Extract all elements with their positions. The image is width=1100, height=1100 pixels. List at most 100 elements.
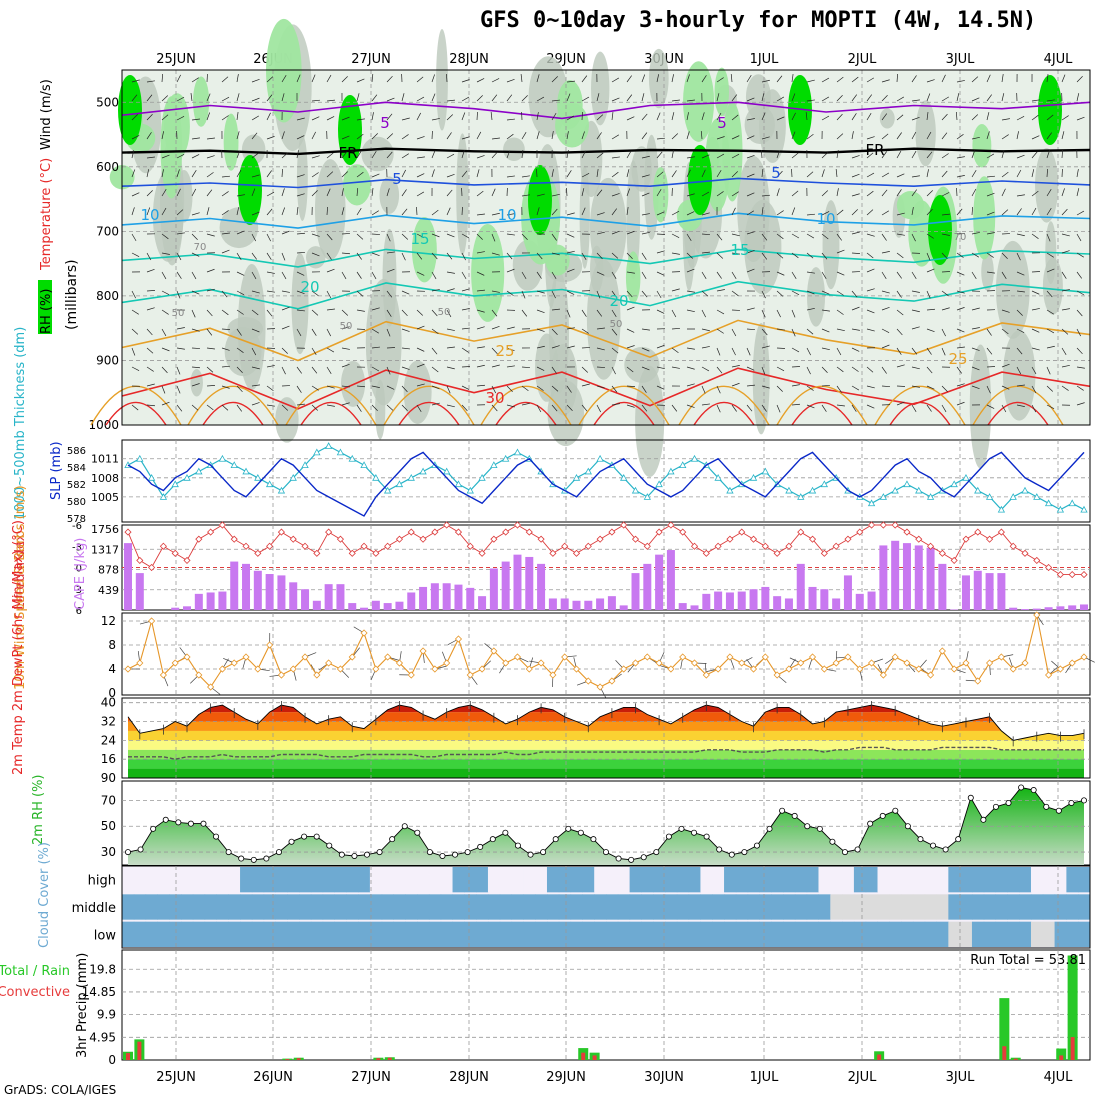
- cloud-cell: [405, 894, 418, 920]
- lifted-index-marker: [395, 535, 404, 543]
- wind-barb: [311, 74, 316, 83]
- wind-barb: [866, 404, 875, 409]
- wind-barb: [326, 99, 335, 102]
- wind-barb: [461, 404, 468, 412]
- cloud-cell: [287, 921, 300, 947]
- wind-barb: [716, 347, 721, 356]
- cloud-cell: [381, 894, 395, 920]
- wind-barb: [371, 133, 378, 140]
- wind-barb: [746, 268, 755, 273]
- rh-shade-light: [589, 177, 627, 278]
- wind-barb: [356, 271, 362, 279]
- wind-barb: [551, 252, 560, 256]
- cloud-cell: [865, 867, 879, 893]
- rh2m-marker: [1030, 787, 1037, 794]
- wind-barb: [236, 347, 244, 353]
- wind-barb: [281, 168, 283, 178]
- cloud-cell: [405, 921, 418, 947]
- wind-barb: [716, 289, 725, 292]
- wind-barb: [371, 252, 380, 257]
- wind-barb: [266, 170, 272, 178]
- wind-barb: [566, 93, 571, 102]
- wind-barb: [941, 153, 949, 159]
- wind-barb: [401, 134, 409, 140]
- cloud-cell: [806, 921, 819, 947]
- li-tick-label: -6: [72, 521, 82, 532]
- precip-conv-bar: [1070, 1037, 1075, 1060]
- wind-barb: [1076, 309, 1083, 317]
- wind-barb: [416, 173, 425, 178]
- wind-barb: [656, 271, 665, 276]
- wind-barb: [896, 401, 905, 406]
- wind-barb: [326, 308, 335, 311]
- wind-barb: [806, 213, 815, 216]
- cloud-cell: [712, 867, 725, 893]
- cloud-cell: [1078, 867, 1091, 893]
- wind-barb: [791, 309, 796, 318]
- wind-barb: [491, 151, 498, 159]
- cloud-cell: [653, 894, 666, 920]
- wind-barb: [1076, 366, 1085, 369]
- rh2m-marker: [225, 849, 232, 856]
- wind-barb: [296, 290, 305, 295]
- wind-barb: [866, 209, 874, 216]
- rh2m-marker: [804, 823, 811, 830]
- cloud-cell: [452, 921, 465, 947]
- wind-barb: [236, 93, 240, 102]
- wind-barb: [236, 169, 242, 178]
- lifted-index-marker: [407, 528, 415, 536]
- cloud-cell: [181, 867, 194, 893]
- dewpoint-line: [128, 746, 1084, 760]
- cloud-cell: [971, 867, 985, 893]
- thickness-marker: [466, 486, 474, 494]
- contour-label: 10: [497, 206, 516, 224]
- cloud-cell: [535, 894, 548, 920]
- wind-barb: [851, 113, 857, 121]
- wind-barb: [701, 346, 710, 349]
- wind-barb: [941, 132, 948, 140]
- wind-barb: [671, 210, 680, 216]
- wind-barb: [1016, 252, 1021, 261]
- cloud-cell: [712, 921, 725, 947]
- wind-barb: [1016, 309, 1023, 316]
- wind-barb: [251, 79, 260, 83]
- wind-barb: [131, 366, 140, 371]
- rh2m-marker: [917, 836, 924, 843]
- cloud-cell: [676, 921, 690, 947]
- wind-barb: [716, 385, 721, 394]
- cloud-cell: [1007, 867, 1020, 893]
- wind-barb: [506, 326, 515, 330]
- rh2m-marker: [1068, 799, 1075, 806]
- wind-barb: [416, 404, 422, 412]
- cloud-cell: [169, 894, 182, 920]
- wind-barb: [491, 78, 500, 83]
- wind-barb: [521, 271, 527, 280]
- thickness-marker: [867, 499, 876, 507]
- rh-tick-label: 70: [101, 793, 116, 807]
- rh2m-marker: [867, 820, 874, 827]
- wind-barb: [386, 188, 390, 197]
- wind-barb: [791, 366, 801, 368]
- cloud-cell: [1066, 894, 1079, 920]
- wind-barb: [521, 290, 526, 299]
- wind-barb: [1046, 385, 1054, 392]
- warm-contour: [578, 385, 670, 426]
- wind-barb: [731, 382, 740, 387]
- wind-barb: [326, 152, 334, 159]
- wind-barb: [1046, 233, 1051, 242]
- cloud-cell: [901, 867, 914, 893]
- wind-barb: [281, 188, 285, 197]
- isotherm-line: [121, 101, 1091, 120]
- wind-barb: [806, 366, 811, 375]
- lifted-index-marker: [1080, 571, 1088, 579]
- wind-barb: [551, 193, 560, 197]
- lifted-index-marker: [974, 528, 982, 536]
- cape-bar: [336, 584, 345, 610]
- warm-contour: [480, 385, 572, 426]
- rh-shade-light: [915, 100, 936, 167]
- lifted-index-marker: [832, 542, 840, 550]
- wind-barb: [431, 252, 438, 260]
- wind-barb: [446, 404, 455, 408]
- x-tick-label-bottom: 3JUL: [946, 1070, 976, 1085]
- wind-barb: [1001, 150, 1005, 159]
